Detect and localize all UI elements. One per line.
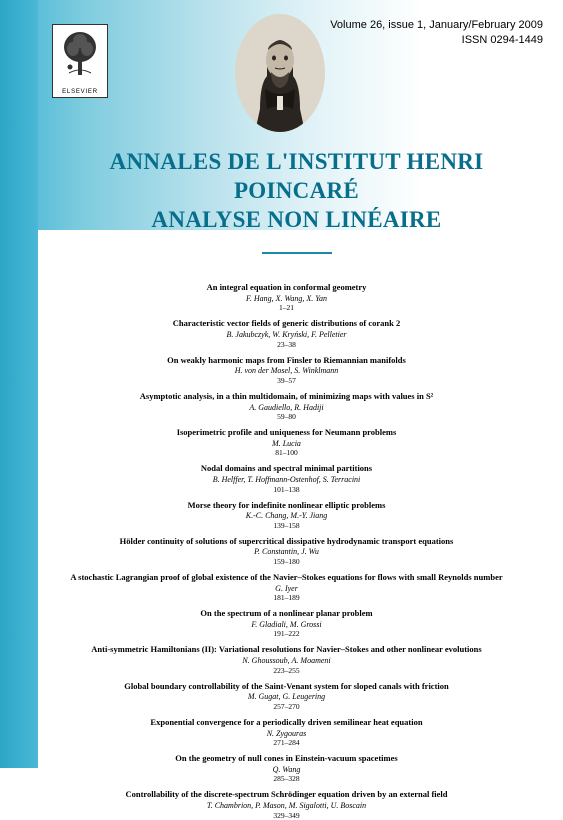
toc-entry-authors: N. Zygouras xyxy=(60,729,513,739)
toc-entry-pages: 271–284 xyxy=(60,738,513,747)
toc-entry-pages: 159–180 xyxy=(60,557,513,566)
toc-entry-authors: F. Gladiali, M. Grossi xyxy=(60,620,513,630)
toc-entry-title: Isoperimetric profile and uniqueness for… xyxy=(60,427,513,438)
toc-entry-pages: 81–100 xyxy=(60,448,513,457)
toc-entry-title: Morse theory for indefinite nonlinear el… xyxy=(60,500,513,511)
toc-entry-authors: N. Ghoussoub, A. Moameni xyxy=(60,656,513,666)
toc-entry-pages: 101–138 xyxy=(60,485,513,494)
toc-entry-authors: F. Hang, X. Wang, X. Yan xyxy=(60,294,513,304)
issue-info: Volume 26, issue 1, January/February 200… xyxy=(330,18,543,48)
toc-entry-authors: B. Jakubczyk, W. Kryński, F. Pelletier xyxy=(60,330,513,340)
toc-entry-pages: 23–38 xyxy=(60,340,513,349)
toc-entry-authors: A. Gaudiello, R. Hadiji xyxy=(60,403,513,413)
toc-entry-pages: 257–270 xyxy=(60,702,513,711)
toc-entry-title: Global boundary controllability of the S… xyxy=(60,681,513,692)
toc-entry-authors: M. Lucia xyxy=(60,439,513,449)
toc-entry-pages: 191–222 xyxy=(60,629,513,638)
toc-entry-authors: K.-C. Chang, M.-Y. Jiang xyxy=(60,511,513,521)
toc-entry: Global boundary controllability of the S… xyxy=(60,681,513,711)
elsevier-tree-icon xyxy=(59,29,101,77)
toc-entry-pages: 181–189 xyxy=(60,593,513,602)
toc-entry: Asymptotic analysis, in a thin multidoma… xyxy=(60,391,513,421)
toc-entry: On the spectrum of a nonlinear planar pr… xyxy=(60,608,513,638)
toc-entry-title: An integral equation in conformal geomet… xyxy=(60,282,513,293)
toc-entry-authors: Q. Wang xyxy=(60,765,513,775)
toc-entry-authors: H. von der Mosel, S. Winklmann xyxy=(60,366,513,376)
toc-entry: A stochastic Lagrangian proof of global … xyxy=(60,572,513,602)
toc-entry-title: On the spectrum of a nonlinear planar pr… xyxy=(60,608,513,619)
toc-entry: An integral equation in conformal geomet… xyxy=(60,282,513,312)
toc-entry-pages: 223–255 xyxy=(60,666,513,675)
toc-entry-pages: 39–57 xyxy=(60,376,513,385)
issn-text: ISSN 0294-1449 xyxy=(330,33,543,48)
title-block: ANNALES DE L'INSTITUT HENRI POINCARÉ ANA… xyxy=(0,140,563,282)
toc-entry-title: A stochastic Lagrangian proof of global … xyxy=(60,572,513,583)
toc-entry-title: Nodal domains and spectral minimal parti… xyxy=(60,463,513,474)
toc-entry-authors: M. Gugat, G. Leugering xyxy=(60,692,513,702)
toc-entry-pages: 59–80 xyxy=(60,412,513,421)
title-divider xyxy=(262,252,332,254)
toc-entry-authors: T. Chambrion, P. Mason, M. Sigalotti, U.… xyxy=(60,801,513,811)
poincare-portrait xyxy=(235,14,325,132)
toc-entry-title: Hölder continuity of solutions of superc… xyxy=(60,536,513,547)
journal-title-line2: ANALYSE NON LINÉAIRE xyxy=(50,206,543,235)
header: ELSEVIER Volume 26, issue 1, January/Feb… xyxy=(0,0,563,140)
journal-title-line1: ANNALES DE L'INSTITUT HENRI POINCARÉ xyxy=(50,148,543,206)
elsevier-logo: ELSEVIER xyxy=(52,24,108,98)
toc-entry-title: Anti-symmetric Hamiltonians (II): Variat… xyxy=(60,644,513,655)
toc-entry: Nodal domains and spectral minimal parti… xyxy=(60,463,513,493)
toc-entry-authors: P. Constantin, J. Wu xyxy=(60,547,513,557)
toc-entry-pages: 1–21 xyxy=(60,303,513,312)
toc-entry-authors: B. Helffer, T. Hoffmann-Ostenhof, S. Ter… xyxy=(60,475,513,485)
toc-entry: On weakly harmonic maps from Finsler to … xyxy=(60,355,513,385)
toc-entry-title: Asymptotic analysis, in a thin multidoma… xyxy=(60,391,513,402)
toc-entry: Characteristic vector fields of generic … xyxy=(60,318,513,348)
toc-entry: Hölder continuity of solutions of superc… xyxy=(60,536,513,566)
toc-entry-pages: 329–349 xyxy=(60,811,513,820)
toc-entry-title: Exponential convergence for a periodical… xyxy=(60,717,513,728)
toc-entry-title: On the geometry of null cones in Einstei… xyxy=(60,753,513,764)
toc-entry: Exponential convergence for a periodical… xyxy=(60,717,513,747)
volume-issue-text: Volume 26, issue 1, January/February 200… xyxy=(330,18,543,33)
toc-entry: On the geometry of null cones in Einstei… xyxy=(60,753,513,783)
toc-entry-pages: 285–328 xyxy=(60,774,513,783)
toc-entry: Anti-symmetric Hamiltonians (II): Variat… xyxy=(60,644,513,674)
toc-entry: Morse theory for indefinite nonlinear el… xyxy=(60,500,513,530)
toc-entry-title: Characteristic vector fields of generic … xyxy=(60,318,513,329)
toc-entry: Isoperimetric profile and uniqueness for… xyxy=(60,427,513,457)
toc-entry-authors: G. Iyer xyxy=(60,584,513,594)
toc-entry-title: Controllability of the discrete-spectrum… xyxy=(60,789,513,800)
table-of-contents: An integral equation in conformal geomet… xyxy=(0,282,563,819)
toc-entry-pages: 139–158 xyxy=(60,521,513,530)
elsevier-label: ELSEVIER xyxy=(62,89,98,95)
toc-entry: Controllability of the discrete-spectrum… xyxy=(60,789,513,819)
toc-entry-title: On weakly harmonic maps from Finsler to … xyxy=(60,355,513,366)
